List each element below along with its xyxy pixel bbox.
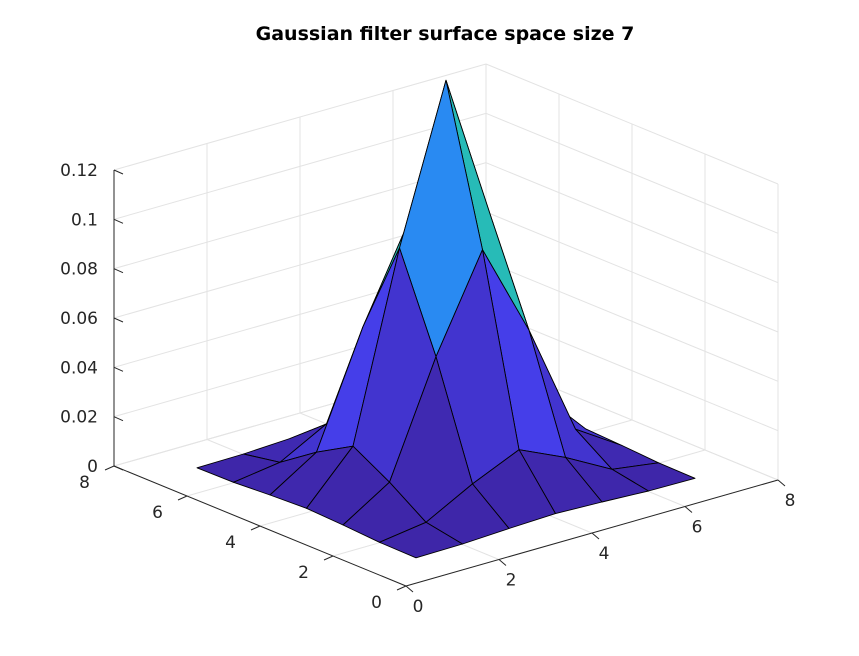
surface-plot	[196, 79, 696, 559]
x-tick-label: 2	[506, 571, 517, 591]
x-tick-mark	[777, 479, 786, 487]
y-tick-mark	[250, 525, 261, 531]
z-tick-label: 0.1	[71, 210, 98, 230]
z-tick-label: 0	[87, 457, 98, 477]
y-tick-mark	[177, 495, 188, 501]
z-tick-label: 0.08	[60, 260, 98, 280]
y-tick-mark	[323, 555, 334, 561]
x-tick-label: 8	[785, 491, 796, 511]
z-tick-mark	[113, 317, 124, 323]
x-tick-mark	[405, 585, 414, 593]
y-tick-label: 6	[152, 503, 163, 523]
x-tick-label: 4	[599, 544, 610, 564]
z-tick-mark	[113, 169, 124, 175]
y-tick-label: 2	[298, 563, 309, 583]
y-tick-mark	[104, 465, 115, 471]
z-tick-mark	[113, 268, 124, 274]
x-tick-mark	[498, 559, 507, 566]
grid-line	[485, 260, 779, 382]
grid-line	[485, 211, 779, 333]
z-tick-label: 0.12	[60, 161, 98, 181]
grid-line	[485, 112, 779, 234]
grid-line	[113, 63, 487, 171]
x-tick-label: 0	[413, 597, 424, 617]
z-tick-label: 0.02	[60, 408, 98, 428]
y-tick-label: 8	[79, 473, 90, 493]
z-tick-mark	[113, 366, 124, 372]
surface-face	[379, 521, 463, 559]
grid-line	[485, 63, 779, 185]
chart-title: Gaussian filter surface space size 7	[256, 23, 635, 45]
axes-lines	[104, 169, 786, 593]
y-tick-label: 0	[371, 593, 382, 613]
grid-line	[113, 112, 487, 220]
y-tick-mark	[396, 585, 407, 591]
y-tick-label: 4	[225, 533, 236, 553]
z-tick-mark	[113, 218, 124, 224]
x-tick-mark	[591, 532, 600, 540]
z-tick-mark	[113, 465, 124, 471]
z-tick-label: 0.04	[60, 358, 98, 378]
x-tick-label: 6	[692, 518, 703, 538]
z-tick-mark	[113, 416, 124, 422]
z-tick-label: 0.06	[60, 309, 98, 329]
grid-line	[485, 310, 779, 432]
x-tick-mark	[684, 506, 693, 513]
grid-line	[485, 162, 779, 284]
